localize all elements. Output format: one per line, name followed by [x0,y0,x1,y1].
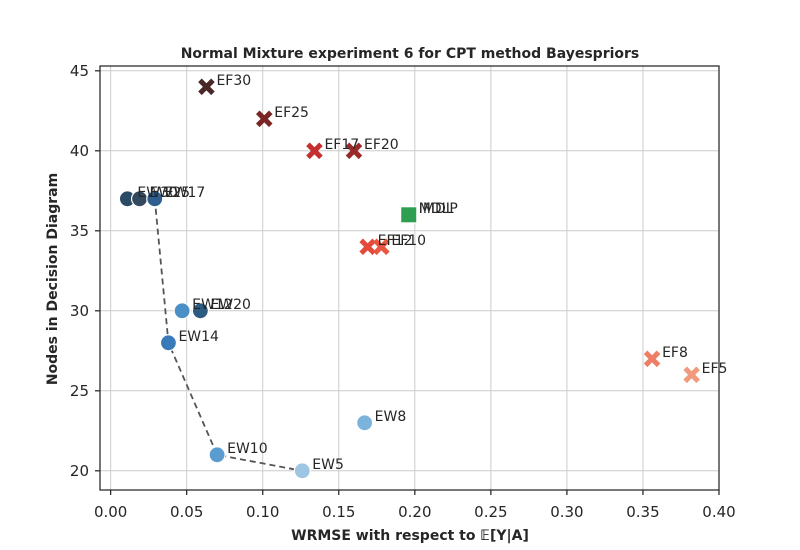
x-tick-label: 0.10 [246,503,279,521]
y-axis-label: Nodes in Decision Diagram [45,173,61,385]
point-ef30 [198,78,215,96]
point-label-ew8: EW8 [375,409,407,425]
pareto-line-group [153,198,303,472]
x-tick-label: 0.30 [550,503,583,521]
x-axis-label: WRMSE with respect to 𝔼[Y|A] [291,528,529,544]
y-ticks: 20 25 30 35 40 45 [70,62,100,480]
y-tick-label: 20 [70,462,89,480]
x-ticks: 0.00 0.05 0.10 0.15 0.20 0.25 0.30 0.35 0.40 [94,490,736,521]
plot-frame [99,65,720,491]
x-tick-label: 0.00 [94,503,127,521]
point-label-ef8: EF8 [662,345,688,361]
point-label-ef20: EF20 [364,137,399,153]
point-label-ef17: EF17 [324,137,359,153]
point-label-ew30: EW30 [137,185,178,201]
point-ef20 [345,142,363,160]
point-ef5 [683,366,700,384]
x-tick-label: 0.05 [170,503,203,521]
point-ew14 [159,334,178,352]
pareto-line [153,198,303,472]
point-label-mdlp: MDLP [419,201,458,217]
point-ef17 [306,142,323,160]
x-tick-label: 0.20 [398,503,431,521]
point-label-ef30: EF30 [216,73,251,89]
point-ef12 [359,238,376,256]
point-label-ef25: EF25 [274,105,309,121]
chart-title: Normal Mixture experiment 6 for CPT meth… [181,46,640,62]
point-label-ef12: EF12 [378,233,413,249]
grid [100,66,720,490]
point-label-ef5: EF5 [702,361,728,377]
point-label-ew17: EW17 [165,185,206,201]
point-ew20 [191,302,209,320]
y-tick-label: 40 [70,142,89,160]
point-ew8 [356,414,374,432]
point-ew5 [293,462,311,480]
point-label-ew14: EW14 [178,329,219,345]
y-tick-label: 45 [70,62,89,80]
x-tick-label: 0.25 [474,503,507,521]
point-label-ew25: EW25 [150,185,191,201]
point-ew10 [208,446,226,464]
point-label-ef10: EF10 [391,233,426,249]
data-points [118,78,700,480]
point-ef8 [643,350,661,368]
point-label-ew5: EW5 [312,457,344,473]
point-label-imdl: IMDL [419,201,454,217]
point-ef25 [255,110,273,128]
point-label-ew12: EW12 [192,297,233,313]
point-label-ew10: EW10 [227,441,268,457]
point-ew12 [173,302,191,320]
point-ef10 [373,238,390,256]
x-tick-label: 0.15 [322,503,355,521]
point-mdlp [400,206,418,224]
x-tick-label: 0.35 [626,503,659,521]
y-tick-label: 25 [70,382,89,400]
point-label-ew20: EW20 [210,297,251,313]
x-tick-label: 0.40 [702,503,735,521]
y-tick-label: 30 [70,302,89,320]
y-tick-label: 35 [70,222,89,240]
point-ew17 [146,190,164,208]
